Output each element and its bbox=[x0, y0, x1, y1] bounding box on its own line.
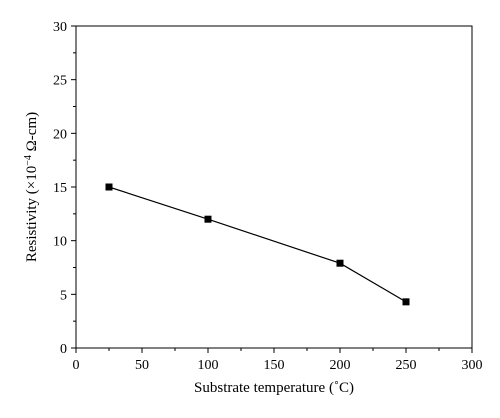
y-axis-label-exponent: −4 bbox=[23, 155, 34, 166]
y-tick-label: 10 bbox=[53, 235, 67, 250]
data-point-marker bbox=[105, 183, 113, 191]
data-point-marker bbox=[336, 259, 344, 267]
y-axis-label-unit: Ω-cm) bbox=[24, 112, 40, 155]
x-tick-label: 300 bbox=[462, 358, 483, 373]
x-tick-label: 250 bbox=[396, 358, 417, 373]
x-tick-label: 200 bbox=[330, 358, 351, 373]
x-tick-label: 0 bbox=[73, 358, 80, 373]
data-point-marker bbox=[204, 215, 212, 223]
x-tick-label: 150 bbox=[264, 358, 285, 373]
x-axis-label: Substrate temperature (˚C) bbox=[194, 380, 354, 396]
y-axis-label: Resistivity (×10−4 Ω-cm) bbox=[23, 112, 41, 262]
plot-frame bbox=[75, 25, 473, 349]
y-tick-label: 20 bbox=[53, 127, 67, 142]
y-tick-label: 25 bbox=[53, 74, 67, 89]
x-axis-ticks: 0 50 100 150 200 250 300 bbox=[73, 348, 483, 373]
x-tick-label: 100 bbox=[198, 358, 219, 373]
series-layer bbox=[105, 183, 410, 306]
data-point-marker bbox=[402, 298, 410, 306]
y-axis-label-main: Resistivity (×10 bbox=[24, 166, 40, 262]
y-axis-ticks: 0 5 10 15 20 25 30 bbox=[53, 20, 76, 357]
y-tick-label: 15 bbox=[53, 181, 67, 196]
series-line bbox=[108, 186, 407, 303]
y-tick-label: 5 bbox=[60, 288, 67, 303]
y-tick-label: 30 bbox=[53, 20, 67, 35]
x-tick-label: 50 bbox=[135, 358, 149, 373]
y-tick-label: 0 bbox=[60, 342, 67, 357]
